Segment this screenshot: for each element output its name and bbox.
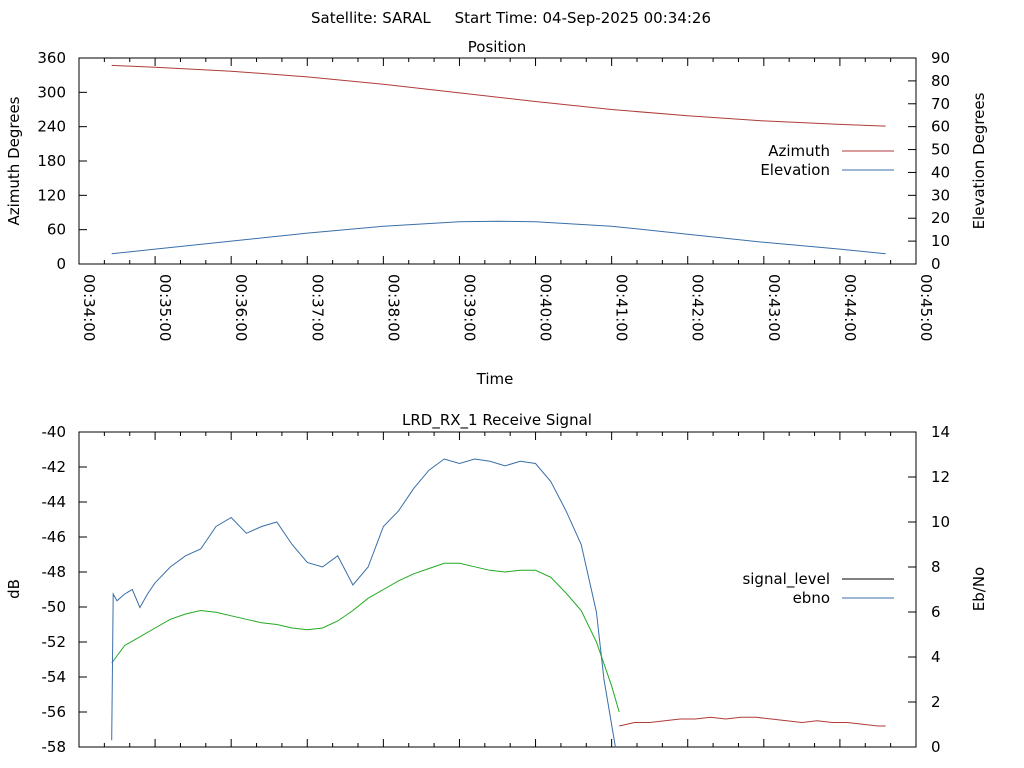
x-tick-label: 00:34:00	[80, 274, 98, 341]
x-tick-label: 00:45:00	[917, 274, 935, 341]
x-tick-label: 00:41:00	[613, 274, 631, 341]
position-x-tick-labels: 00:34:00 00:35:00 00:36:00 00:37:00 00:38:00…	[80, 274, 935, 341]
y-tick-label: -44	[42, 493, 67, 511]
series-line-azimuth-0	[111, 64, 886, 127]
y-tick-label: 0	[56, 255, 66, 273]
position-series	[111, 64, 886, 255]
y2-tick-label: 8	[931, 558, 941, 576]
page-title: Satellite: SARAL Start Time: 04-Sep-2025…	[311, 9, 711, 27]
y2-tick-label: 50	[931, 141, 950, 159]
position-legend: Azimuth Elevation	[760, 142, 894, 179]
x-tick-label: 00:37:00	[308, 274, 326, 341]
y-tick-label: 60	[47, 221, 66, 239]
position-x-axis-label: Time	[476, 370, 514, 388]
y2-tick-label: 6	[931, 603, 941, 621]
y2-tick-label: 12	[931, 468, 950, 486]
y2-tick-label: 70	[931, 95, 950, 113]
y-tick-label: -48	[42, 563, 67, 581]
y2-tick-label: 20	[931, 209, 950, 227]
x-tick-label: 00:40:00	[537, 274, 555, 341]
y2-tick-label: 10	[931, 513, 950, 531]
position-chart: Position 0 60 120 180 240 300 360 0 10 20 30 40 50 6…	[5, 38, 988, 388]
x-tick-label: 00:43:00	[765, 274, 783, 341]
signal-series	[111, 458, 886, 748]
signal-y2-axis-label: Eb/No	[970, 567, 988, 611]
x-tick-label: 00:38:00	[384, 274, 402, 341]
y-tick-label: -40	[42, 423, 67, 441]
y-tick-label: -42	[42, 458, 67, 476]
y2-tick-label: 14	[931, 423, 950, 441]
y2-tick-label: 2	[931, 693, 941, 711]
legend-label-ebno: ebno	[793, 589, 830, 607]
series-line-signal-level-0	[111, 562, 620, 713]
y-tick-label: -46	[42, 528, 67, 546]
series-line-ebno-2	[111, 458, 616, 748]
y2-tick-label: 80	[931, 72, 950, 90]
y-tick-label: -54	[42, 668, 67, 686]
y2-tick-label: 90	[931, 49, 950, 67]
y-tick-label: 120	[37, 186, 66, 204]
series-line-signal-level-1	[619, 716, 886, 727]
y-tick-label: 240	[37, 118, 66, 136]
legend-label-signal-level: signal_level	[742, 570, 830, 589]
position-chart-title: Position	[468, 38, 526, 56]
y-tick-label: -52	[42, 633, 67, 651]
signal-chart-title: LRD_RX_1 Receive Signal	[402, 411, 592, 430]
position-y2-axis-label: Elevation Degrees	[970, 92, 988, 229]
x-tick-label: 00:35:00	[156, 274, 174, 341]
position-y2-tick-labels: 0 10 20 30 40 50 60 70 80 90	[931, 49, 950, 273]
y-tick-label: -58	[42, 738, 67, 756]
y-tick-label: 360	[37, 49, 66, 67]
signal-legend: signal_level ebno	[742, 570, 894, 607]
x-tick-label: 00:44:00	[841, 274, 859, 341]
y2-tick-label: 40	[931, 163, 950, 181]
y2-tick-label: 0	[931, 255, 941, 273]
y2-tick-label: 10	[931, 232, 950, 250]
x-tick-label: 00:39:00	[460, 274, 478, 341]
y2-tick-label: 4	[931, 648, 941, 666]
x-tick-label: 00:42:00	[689, 274, 707, 341]
signal-y-axis-label: dB	[5, 579, 23, 599]
signal-y2-tick-labels: 0 2 4 6 8 10 12 14	[931, 423, 950, 756]
signal-plot-frame	[78, 431, 917, 748]
legend-label-azimuth: Azimuth	[768, 142, 830, 160]
signal-y-tick-labels: -58 -56 -54 -52 -50 -48 -46 -44 -42 -40	[42, 423, 67, 756]
y-tick-label: -56	[42, 703, 67, 721]
y-tick-label: 300	[37, 83, 66, 101]
position-y-axis-label: Azimuth Degrees	[5, 96, 23, 225]
legend-label-elevation: Elevation	[760, 161, 830, 179]
x-tick-label: 00:36:00	[232, 274, 250, 341]
y2-tick-label: 30	[931, 186, 950, 204]
y2-tick-label: 60	[931, 118, 950, 136]
series-line-elevation-1	[111, 220, 886, 255]
y-tick-label: 180	[37, 152, 66, 170]
y-tick-label: -50	[42, 598, 67, 616]
position-gridticks	[78, 57, 917, 265]
position-y-tick-labels: 0 60 120 180 240 300 360	[37, 49, 66, 273]
signal-gridticks	[78, 431, 917, 748]
y2-tick-label: 0	[931, 738, 941, 756]
signal-chart: LRD_RX_1 Receive Signal -58-56-54-52-50-…	[5, 411, 988, 756]
